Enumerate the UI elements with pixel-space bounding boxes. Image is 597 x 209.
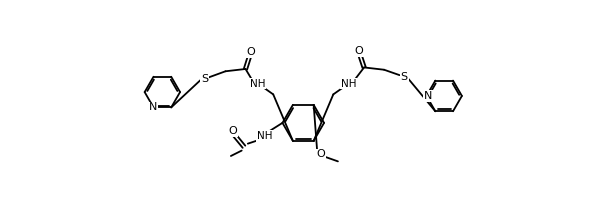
Text: O: O [355,46,363,56]
Text: N: N [149,102,157,112]
Text: O: O [316,149,325,159]
Text: N: N [424,91,432,101]
Text: S: S [401,72,408,82]
Text: NH: NH [250,79,266,89]
Text: O: O [247,47,256,57]
Text: S: S [201,74,208,84]
Text: NH: NH [341,79,356,89]
Text: NH: NH [257,131,272,141]
Text: O: O [228,126,237,136]
